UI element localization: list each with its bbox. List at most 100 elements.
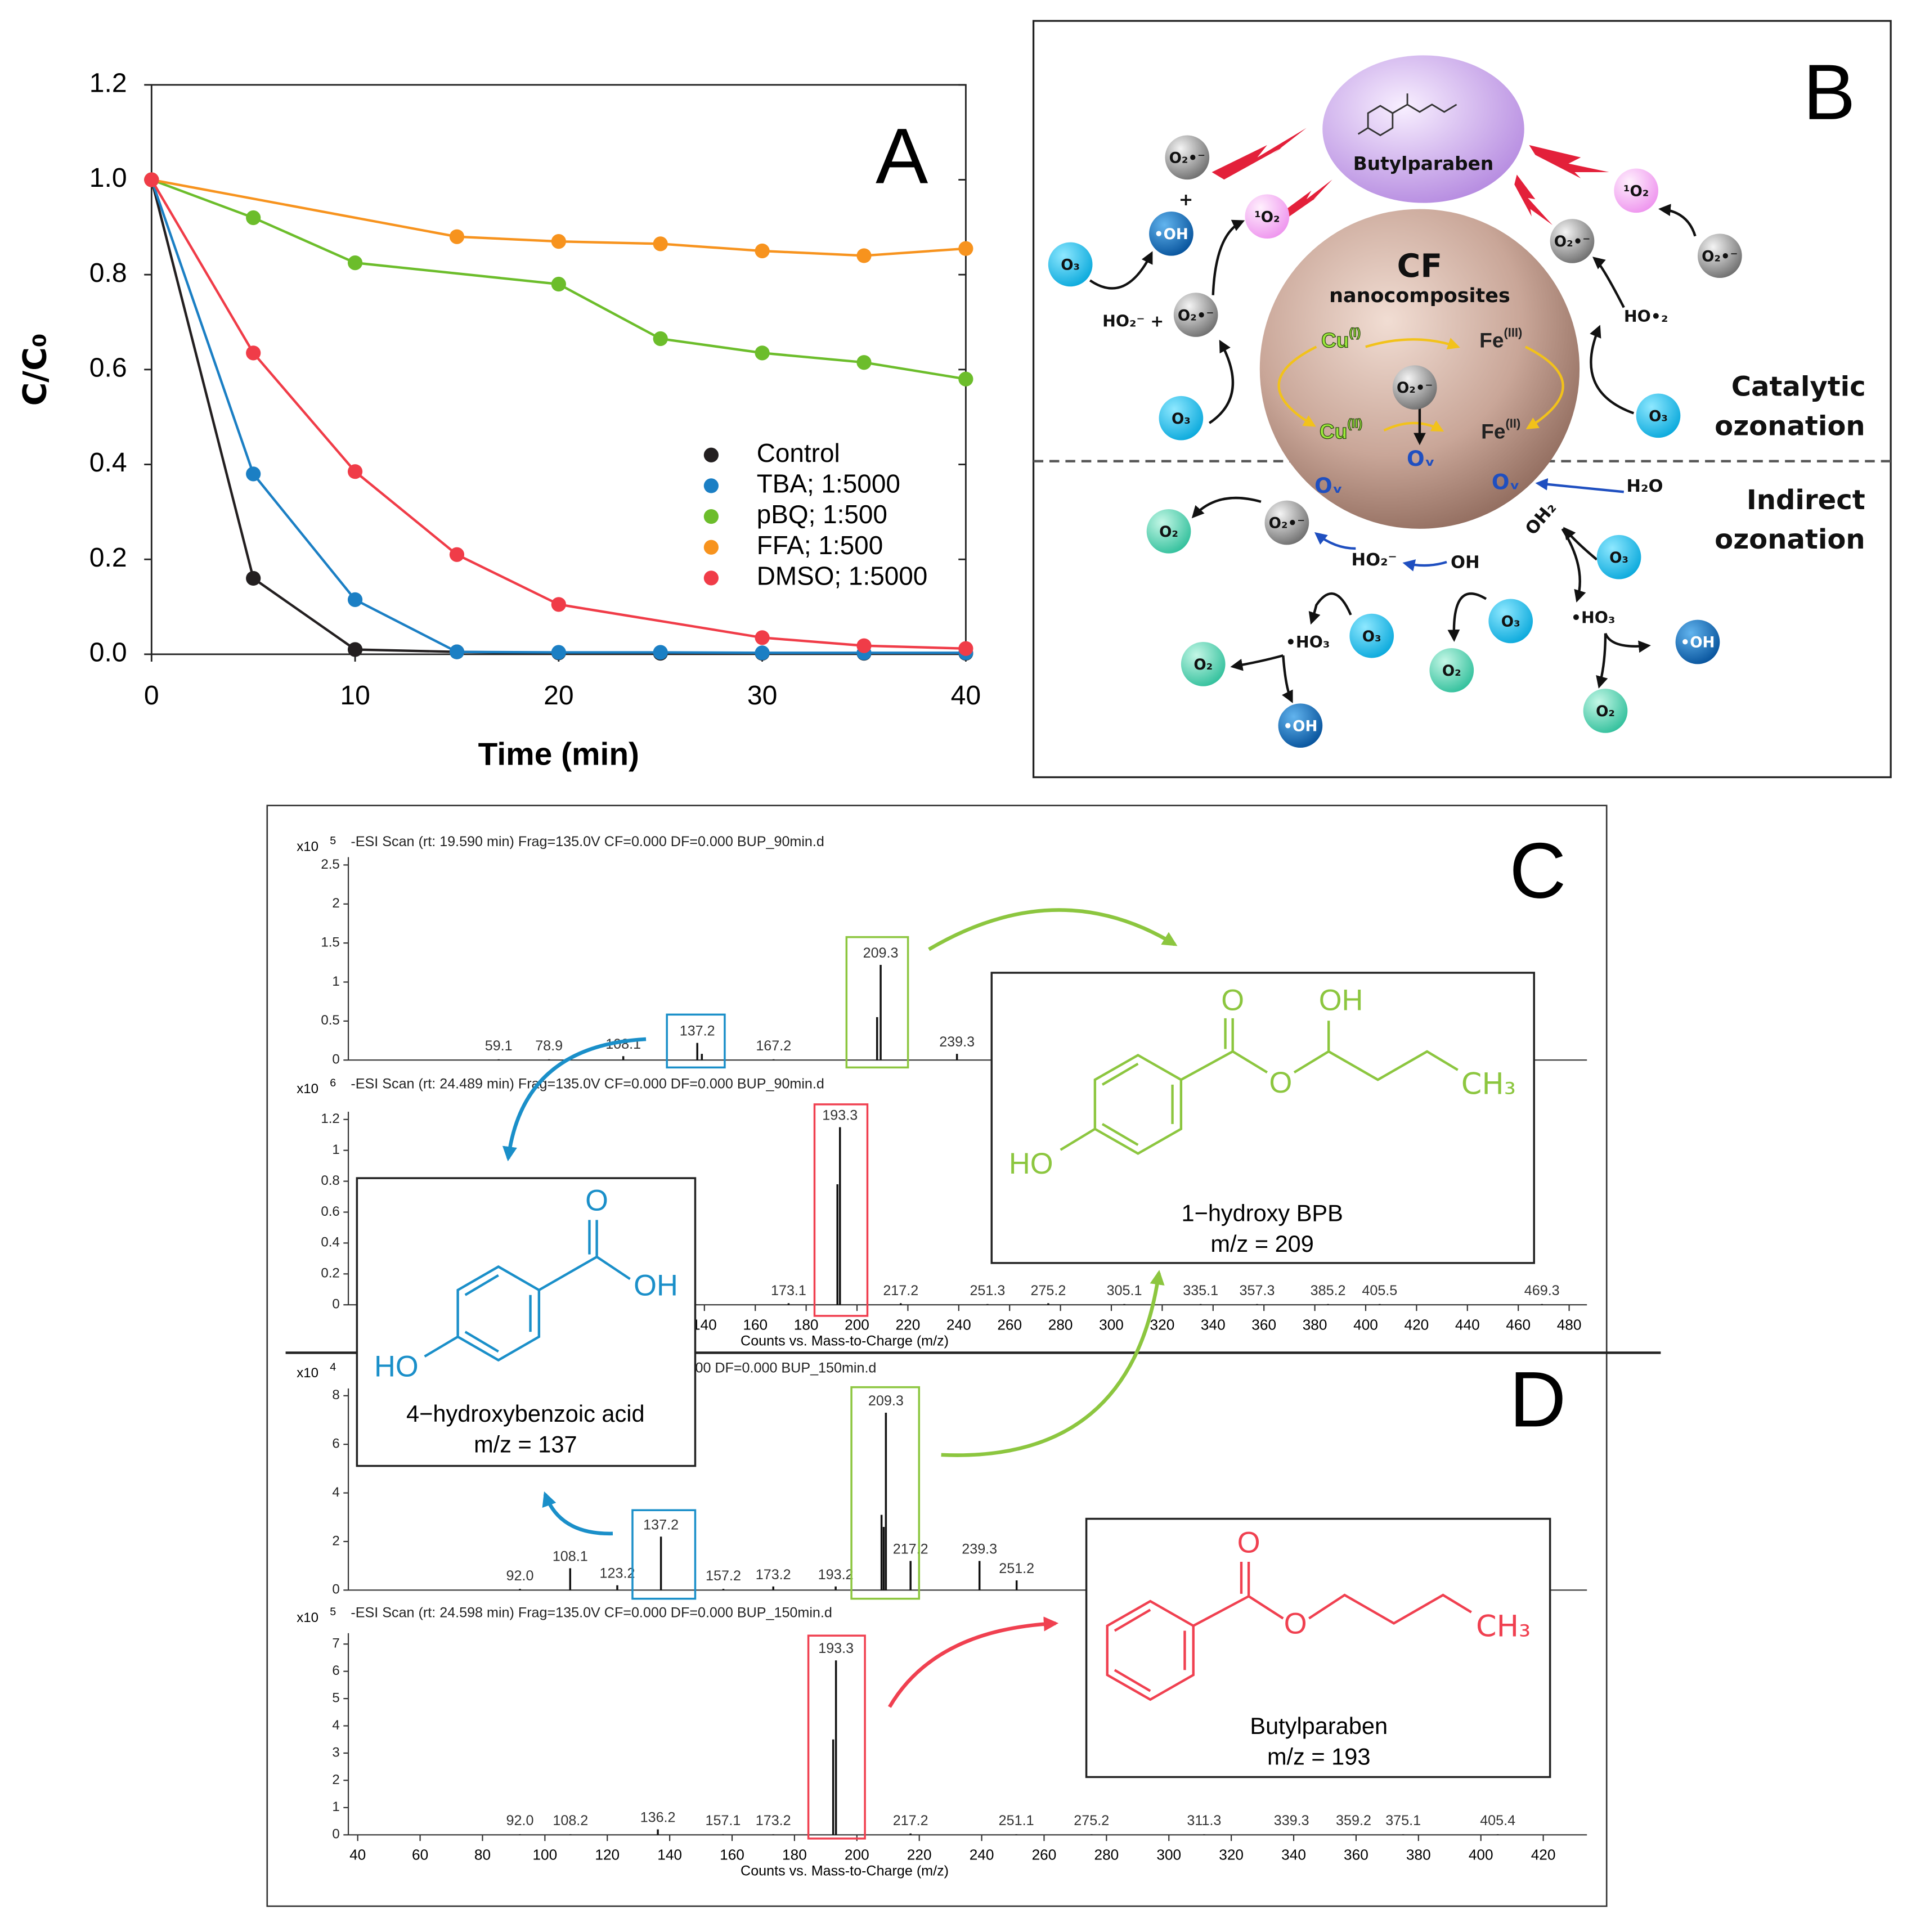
arrow	[1089, 251, 1153, 290]
y-tick-label: 0	[332, 1297, 339, 1312]
atom: CH₃	[1461, 1067, 1516, 1102]
structure-box	[1085, 1517, 1551, 1778]
data-point	[958, 371, 973, 387]
data-point	[958, 241, 973, 256]
diagram-label: Oᵥ	[1314, 474, 1343, 498]
x-tick-label: 80	[474, 1846, 491, 1863]
legend-marker	[703, 447, 719, 462]
peak-label: 251.1	[999, 1813, 1034, 1828]
peak-label: 157.2	[706, 1568, 741, 1584]
arrow	[542, 1491, 613, 1536]
atom: OH	[634, 1269, 678, 1302]
legend-label: pBQ; 1:500	[757, 500, 887, 529]
exponent: 5	[330, 834, 336, 847]
peak-label: 305.1	[1107, 1283, 1142, 1299]
species-label: O₃	[1649, 408, 1668, 425]
x-tick-label: 320	[1219, 1846, 1244, 1863]
y-tick-label: 3	[332, 1745, 339, 1760]
x-tick-label: 260	[1032, 1846, 1057, 1863]
arrow	[1277, 345, 1317, 427]
arrow	[1590, 325, 1635, 415]
panel-label: D	[1509, 1355, 1566, 1443]
diagram-label: HO₂⁻	[1351, 550, 1397, 570]
y-tick-label: 0.0	[89, 637, 127, 668]
arrows	[1089, 204, 1697, 703]
x-tick-label: 440	[1455, 1316, 1480, 1333]
x-axis-label: Time (min)	[478, 736, 639, 772]
data-point	[653, 645, 668, 660]
species-label: O₂•⁻	[1397, 380, 1433, 397]
multiplier: x10	[297, 1365, 318, 1381]
atom: HO	[1009, 1148, 1053, 1180]
diagram-label: •HO₃	[1571, 608, 1616, 627]
y-tick-label: 6	[332, 1436, 339, 1452]
arrow	[502, 1037, 647, 1162]
data-point	[755, 645, 770, 661]
diagram-label: +	[1179, 190, 1193, 210]
x-tick-label: 160	[743, 1316, 768, 1333]
bolt	[1529, 145, 1609, 178]
x-tick-label: 220	[907, 1846, 932, 1863]
x-tick-label: 400	[1353, 1316, 1378, 1333]
x-tick-label: 300	[1156, 1846, 1181, 1863]
data-point	[347, 592, 363, 608]
x-tick-label: 60	[412, 1846, 428, 1863]
y-tick-label: 2.5	[321, 857, 339, 872]
metal-label: Cu(I)	[1321, 325, 1361, 352]
arrow	[1592, 257, 1625, 308]
species-ball	[1245, 194, 1290, 239]
species-ball	[1429, 648, 1474, 693]
peak-label: 59.1	[485, 1038, 513, 1054]
x-tick-label: 100	[532, 1846, 557, 1863]
peak-label: 167.2	[756, 1038, 791, 1054]
metal-symbol: Fe	[1479, 328, 1504, 352]
structure-hydroxy: O OH O HO CH₃ 1−hydroxy BPB m/z = 209	[990, 972, 1535, 1264]
peak-label: 239.3	[939, 1034, 975, 1050]
diagram-label: ozonation	[1715, 524, 1865, 555]
metal-symbol: Cu	[1320, 419, 1348, 443]
metal-symbol: Fe	[1481, 419, 1505, 443]
peak-label: 357.3	[1240, 1283, 1275, 1299]
y-tick-label: 4	[332, 1485, 339, 1500]
arrow	[928, 908, 1178, 951]
species-ball	[1159, 396, 1204, 441]
structure-box	[990, 972, 1535, 1264]
x-axis-label: Counts vs. Mass-to-Charge (m/z)	[741, 1863, 949, 1879]
legend-marker	[703, 570, 719, 586]
arrow	[1563, 527, 1598, 561]
peak-label: 375.1	[1385, 1813, 1421, 1828]
peak-label: 359.2	[1336, 1813, 1371, 1828]
species-label: O₂•⁻	[1702, 248, 1738, 265]
legend-label: FFA; 1:500	[757, 531, 883, 560]
data-point	[551, 276, 566, 292]
species-label: •OH	[1283, 718, 1317, 735]
species-ball	[1636, 393, 1681, 438]
data-point	[246, 210, 261, 226]
peak-label: 137.2	[680, 1023, 715, 1039]
y-tick-label: 5	[332, 1690, 339, 1705]
species-label: O₃	[1362, 628, 1381, 645]
species-label: O₂	[1193, 657, 1213, 673]
x-tick-label: 460	[1506, 1316, 1531, 1333]
species-label: O₃	[1501, 614, 1520, 631]
bolt	[1211, 128, 1307, 180]
y-tick-label: 1	[332, 1142, 339, 1157]
arrow	[941, 1270, 1165, 1457]
data-point	[958, 641, 973, 656]
atom: O	[585, 1185, 608, 1217]
peak-box	[666, 1013, 726, 1069]
data-point	[449, 547, 465, 562]
mz: m/z = 209	[1210, 1230, 1313, 1257]
x-tick-label: 30	[747, 680, 777, 711]
molecule-sketch	[1357, 93, 1457, 137]
panel-label: A	[876, 111, 928, 200]
peak-label: 157.1	[706, 1813, 741, 1828]
peak-label: 217.2	[893, 1541, 928, 1557]
x-tick-label: 140	[657, 1846, 682, 1863]
data-point	[856, 355, 872, 370]
y-tick-label: 7	[332, 1636, 339, 1651]
peak-label: 469.3	[1524, 1283, 1560, 1299]
x-tick-label: 380	[1406, 1846, 1431, 1863]
y-tick-label: 1.0	[89, 163, 127, 193]
arrow	[1524, 345, 1564, 429]
